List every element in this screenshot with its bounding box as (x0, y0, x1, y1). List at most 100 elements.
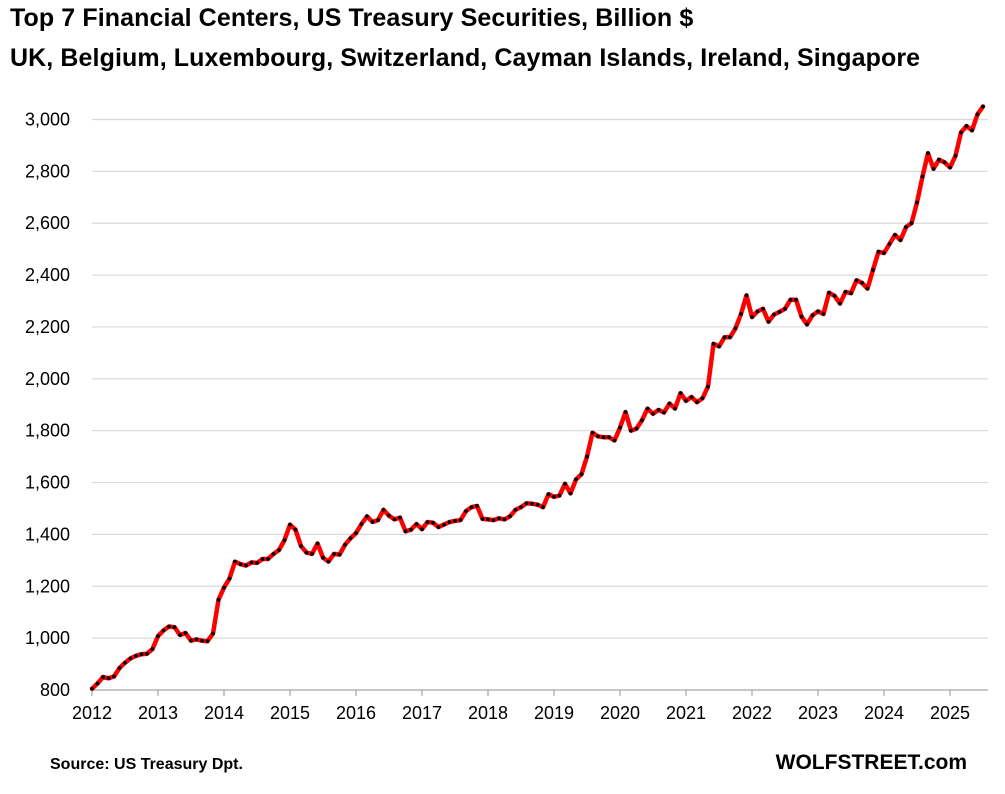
data-point (277, 548, 281, 552)
data-point (618, 425, 622, 430)
x-tick-label: 2019 (534, 703, 574, 723)
data-point (596, 434, 600, 439)
data-point (266, 557, 270, 561)
data-point (387, 513, 391, 518)
y-tick-label: 2,200 (25, 317, 70, 337)
x-tick-label: 2024 (864, 703, 904, 723)
data-point (233, 559, 237, 564)
y-tick-label: 1,200 (25, 576, 70, 596)
data-point (541, 505, 545, 510)
data-point (827, 290, 831, 295)
source-note: Source: US Treasury Dpt. (50, 756, 243, 773)
y-tick-label: 2,800 (25, 161, 70, 181)
x-axis (91, 689, 988, 696)
data-point (585, 454, 589, 459)
data-point (337, 552, 342, 557)
data-point (909, 221, 914, 226)
data-point (315, 541, 320, 546)
data-point (398, 515, 402, 520)
data-point (788, 297, 793, 302)
data-point (711, 341, 716, 346)
data-point (706, 384, 710, 389)
data-point (931, 166, 936, 171)
data-point (948, 165, 952, 170)
chart-subtitle: UK, Belgium, Luxembourg, Switzerland, Ca… (10, 44, 921, 72)
data-point (739, 312, 743, 316)
y-tick-label: 1,000 (25, 628, 70, 648)
data-point (662, 410, 666, 415)
data-point (464, 509, 468, 513)
y-tick-label: 3,000 (25, 110, 70, 130)
data-point (381, 507, 386, 512)
data-point (288, 522, 292, 527)
data-point (717, 344, 721, 349)
data-point (194, 637, 199, 642)
data-point (898, 238, 903, 243)
data-point (156, 634, 160, 638)
data-point (370, 520, 375, 524)
data-point (172, 625, 177, 630)
y-axis-tick-labels: 800 1,000 1,200 1,400 1,600 1,800 2,000 2,200 2,… (25, 110, 70, 701)
data-point (574, 477, 578, 482)
gridlines (92, 118, 988, 639)
data-point (222, 585, 226, 590)
data-point (359, 522, 364, 526)
data-point (189, 638, 193, 643)
data-point (200, 638, 204, 643)
data-point (332, 552, 336, 556)
data-point (579, 472, 584, 477)
x-tick-label: 2014 (204, 703, 244, 723)
data-point (777, 310, 782, 314)
data-point (310, 552, 314, 556)
data-point (832, 293, 837, 298)
data-point (326, 559, 331, 564)
data-point (766, 319, 771, 324)
y-tick-label: 2,400 (25, 265, 70, 285)
data-point (376, 518, 380, 522)
data-point (117, 666, 122, 670)
x-tick-label: 2017 (402, 703, 442, 723)
data-point (893, 233, 897, 237)
data-point (145, 651, 149, 656)
data-point (95, 681, 100, 686)
data-point (695, 400, 699, 405)
y-tick-label: 2,000 (25, 369, 70, 389)
data-point (860, 281, 864, 285)
data-point (926, 151, 930, 156)
data-point (733, 326, 738, 331)
data-point (805, 322, 809, 327)
data-point (552, 494, 556, 499)
data-point (321, 555, 325, 560)
data-point (915, 200, 919, 205)
data-point (112, 674, 116, 679)
data-point (497, 516, 501, 521)
data-point (684, 399, 688, 403)
x-tick-label: 2021 (666, 703, 706, 723)
data-point (530, 501, 534, 506)
data-point (744, 293, 749, 298)
data-point (871, 268, 875, 272)
data-point (508, 514, 512, 519)
data-point (981, 104, 985, 109)
data-point (271, 552, 276, 556)
data-point (134, 653, 138, 658)
data-point (139, 652, 144, 657)
chart-title: Top 7 Financial Centers, US Treasury Sec… (10, 4, 694, 32)
data-point (249, 560, 254, 565)
data-point (480, 517, 485, 521)
data-point (211, 631, 215, 636)
data-point (761, 306, 765, 311)
data-point (975, 112, 980, 117)
data-point (475, 504, 479, 508)
series-line (89, 104, 986, 691)
y-tick-label: 1,800 (25, 421, 70, 441)
y-tick-label: 2,600 (25, 213, 70, 233)
x-axis-tick-labels: 2012 2013 2014 2015 2016 2017 2018 2019 2020 2021… (72, 703, 970, 723)
data-point (854, 278, 859, 283)
x-tick-label: 2023 (798, 703, 838, 723)
data-point (640, 418, 644, 423)
data-point (90, 686, 94, 691)
data-point (700, 396, 705, 401)
data-point (728, 335, 732, 340)
data-point (557, 493, 562, 498)
